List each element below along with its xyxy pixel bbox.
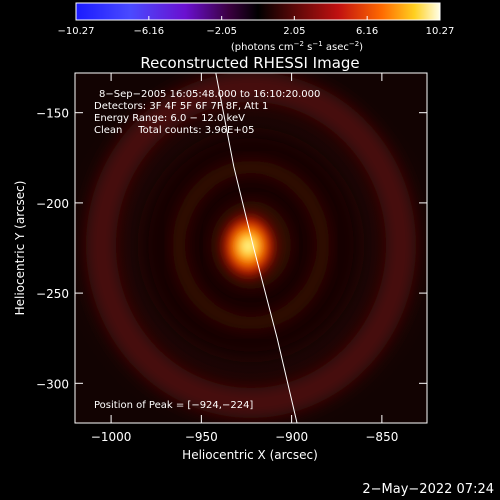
info-detectors: Detectors: 3F 4F 5F 6F 7F 8F, Att 1 [94,101,268,112]
colorbar-tick-label: −6.16 [134,26,165,37]
colorbar-tick-label: −2.05 [206,26,237,37]
chart-title: Reconstructed RHESSI Image [140,54,359,72]
x-tick-label: −900 [275,430,308,444]
peak-position-label: Position of Peak = [−924,−224] [94,400,253,411]
y-tick-label: −300 [36,377,69,391]
colorbar: −10.27 −6.16 −2.05 2.05 6.16 10.27 (photons c… [57,2,454,53]
y-tick-label: −200 [36,197,69,211]
y-axis-label: Heliocentric Y (arcsec) [13,181,27,316]
x-axis-label: Heliocentric X (arcsec) [182,448,318,462]
colorbar-gradient [75,2,441,21]
x-tick-label: −850 [365,430,398,444]
plot-frame [74,72,428,424]
colorbar-units: (photons cm−2 s−1 asec−2) [231,40,363,53]
plot-image [75,73,427,423]
peak-source [214,206,283,287]
colorbar-tick-label: 2.05 [283,26,305,37]
info-energy-range: Energy Range: 6.0 − 12.0 keV [94,113,245,124]
y-tick-label: −150 [36,107,69,121]
info-time-range: 8−Sep−2005 16:05:48.000 to 16:10:20.000 [99,89,320,100]
solar-limb-line [215,73,298,423]
colorbar-tick-label: 6.16 [356,26,378,37]
x-tick-label: −950 [185,430,218,444]
info-total-counts: Clean Total counts: 3.96E+05 [94,125,254,136]
outer-ring [86,73,416,418]
colorbar-ticks: −10.27 −6.16 −2.05 2.05 6.16 10.27 [57,16,454,37]
x-axis-ticks: −1000 −950 −900 −850 [91,73,398,444]
info-block: 8−Sep−2005 16:05:48.000 to 16:10:20.000 … [94,89,320,136]
y-axis-ticks: −150 −200 −250 −300 [36,107,427,391]
x-tick-label: −1000 [91,430,132,444]
date-stamp: 2−May−2022 07:24 [362,482,494,497]
colorbar-tick-label: 10.27 [426,26,455,37]
colorbar-tick-label: −10.27 [57,26,94,37]
y-tick-label: −250 [36,287,69,301]
inner-ring [172,160,330,330]
